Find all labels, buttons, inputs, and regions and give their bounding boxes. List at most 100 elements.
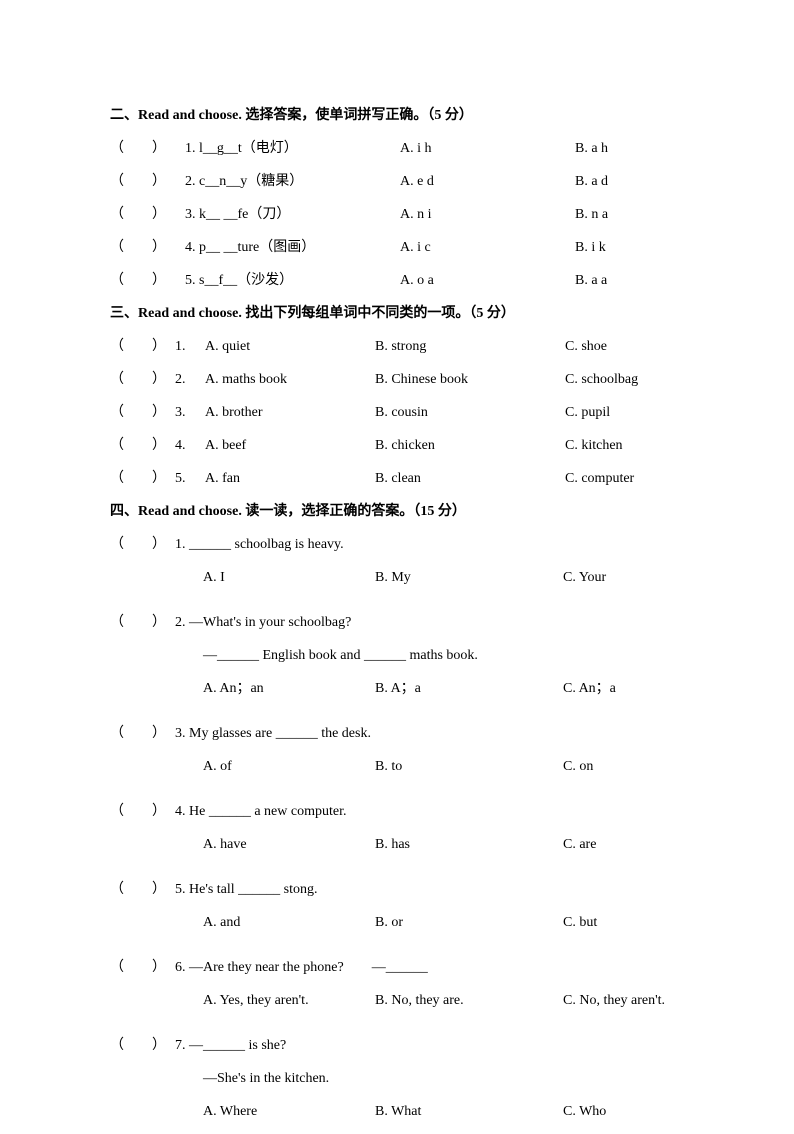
option-a: A. fan <box>205 468 375 489</box>
option-b: B. cousin <box>375 402 565 423</box>
question-text: 1. ______ schoolbag is heavy. <box>175 534 684 555</box>
qnum: 3. <box>175 402 205 423</box>
question-text: 2. c__n__y（糖果） <box>185 171 400 192</box>
question-text: 7. —______ is she? <box>175 1035 684 1056</box>
section4-title: 四、Read and choose. 读一读，选择正确的答案。（15 分） <box>110 501 684 522</box>
option-c: C. No, they aren't. <box>563 990 665 1011</box>
option-a: A. quiet <box>205 336 375 357</box>
s3-item: （ ） 3. A. brother B. cousin C. pupil <box>110 402 684 423</box>
option-b: B. A；a <box>375 678 563 699</box>
s4-item: （ ） 1. ______ schoolbag is heavy. A. I B… <box>110 534 684 600</box>
option-b: B. a a <box>575 270 607 291</box>
option-a: A. n i <box>400 204 575 225</box>
s3-item: （ ） 5. A. fan B. clean C. computer <box>110 468 684 489</box>
option-b: B. i k <box>575 237 606 258</box>
option-b: B. a h <box>575 138 608 159</box>
s2-item: （ ） 1. l__g__t（电灯） A. i h B. a h <box>110 138 684 159</box>
option-a: A. i c <box>400 237 575 258</box>
s4-item: （ ） 4. He ______ a new computer. A. have… <box>110 801 684 867</box>
question-text: 5. s__f__（沙发） <box>185 270 400 291</box>
s2-item: （ ） 2. c__n__y（糖果） A. e d B. a d <box>110 171 684 192</box>
option-b: B. clean <box>375 468 565 489</box>
option-b: B. n a <box>575 204 608 225</box>
option-c: C. Who <box>563 1101 606 1122</box>
question-text: 6. —Are they near the phone? —______ <box>175 957 684 978</box>
paren: （ ） <box>110 237 185 258</box>
option-b: B. has <box>375 834 563 855</box>
section3-title: 三、Read and choose. 找出下列每组单词中不同类的一项。（5 分） <box>110 303 684 324</box>
question-text: 1. l__g__t（电灯） <box>185 138 400 159</box>
s4-item: （ ） 5. He's tall ______ stong. A. and B.… <box>110 879 684 945</box>
paren: （ ） <box>110 468 175 489</box>
option-a: A. of <box>203 756 375 777</box>
paren: （ ） <box>110 435 175 456</box>
option-b: B. My <box>375 567 563 588</box>
s3-item: （ ） 4. A. beef B. chicken C. kitchen <box>110 435 684 456</box>
option-b: B. What <box>375 1101 563 1122</box>
qnum: 2. <box>175 369 205 390</box>
paren: （ ） <box>110 369 175 390</box>
question-text: 2. —What's in your schoolbag? <box>175 612 684 633</box>
paren: （ ） <box>110 138 185 159</box>
s4-item: （ ） 7. —______ is she? —She's in the kit… <box>110 1035 684 1134</box>
paren: （ ） <box>110 270 185 291</box>
s2-item: （ ） 4. p__ __ture（图画） A. i c B. i k <box>110 237 684 258</box>
section2-title: 二、Read and choose. 选择答案，使单词拼写正确。（5 分） <box>110 105 684 126</box>
paren: （ ） <box>110 204 185 225</box>
paren: （ ） <box>110 1035 175 1056</box>
question-text: 4. p__ __ture（图画） <box>185 237 400 258</box>
qnum: 5. <box>175 468 205 489</box>
paren: （ ） <box>110 402 175 423</box>
option-c: C. shoe <box>565 336 607 357</box>
option-c: C. An；a <box>563 678 616 699</box>
option-a: A. An；an <box>203 678 375 699</box>
question-text: 5. He's tall ______ stong. <box>175 879 684 900</box>
s3-item: （ ） 2. A. maths book B. Chinese book C. … <box>110 369 684 390</box>
question-text: 4. He ______ a new computer. <box>175 801 684 822</box>
s4-item: （ ） 2. —What's in your schoolbag? —_____… <box>110 612 684 711</box>
option-a: A. brother <box>205 402 375 423</box>
option-c: C. computer <box>565 468 634 489</box>
question-sub: —______ English book and ______ maths bo… <box>203 645 684 666</box>
paren: （ ） <box>110 957 175 978</box>
option-c: C. pupil <box>565 402 610 423</box>
paren: （ ） <box>110 801 175 822</box>
option-c: C. are <box>563 834 596 855</box>
question-sub: —She's in the kitchen. <box>203 1068 684 1089</box>
option-a: A. i h <box>400 138 575 159</box>
option-c: C. schoolbag <box>565 369 638 390</box>
option-c: C. kitchen <box>565 435 623 456</box>
question-text: 3. k__ __fe（刀） <box>185 204 400 225</box>
paren: （ ） <box>110 171 185 192</box>
s3-item: （ ） 1. A. quiet B. strong C. shoe <box>110 336 684 357</box>
paren: （ ） <box>110 879 175 900</box>
paren: （ ） <box>110 612 175 633</box>
question-text: 3. My glasses are ______ the desk. <box>175 723 684 744</box>
paren: （ ） <box>110 723 175 744</box>
s4-item: （ ） 6. —Are they near the phone? —______… <box>110 957 684 1023</box>
option-a: A. and <box>203 912 375 933</box>
option-b: B. or <box>375 912 563 933</box>
paren: （ ） <box>110 336 175 357</box>
option-b: B. Chinese book <box>375 369 565 390</box>
option-b: B. strong <box>375 336 565 357</box>
paren: （ ） <box>110 534 175 555</box>
option-c: C. on <box>563 756 593 777</box>
qnum: 4. <box>175 435 205 456</box>
option-a: A. beef <box>205 435 375 456</box>
option-b: B. to <box>375 756 563 777</box>
option-a: A. have <box>203 834 375 855</box>
option-b: B. chicken <box>375 435 565 456</box>
s4-item: （ ） 3. My glasses are ______ the desk. A… <box>110 723 684 789</box>
option-a: A. o a <box>400 270 575 291</box>
option-a: A. I <box>203 567 375 588</box>
option-b: B. No, they are. <box>375 990 563 1011</box>
s2-item: （ ） 3. k__ __fe（刀） A. n i B. n a <box>110 204 684 225</box>
option-a: A. Yes, they aren't. <box>203 990 375 1011</box>
option-a: A. e d <box>400 171 575 192</box>
option-a: A. maths book <box>205 369 375 390</box>
option-b: B. a d <box>575 171 608 192</box>
option-a: A. Where <box>203 1101 375 1122</box>
s2-item: （ ） 5. s__f__（沙发） A. o a B. a a <box>110 270 684 291</box>
qnum: 1. <box>175 336 205 357</box>
